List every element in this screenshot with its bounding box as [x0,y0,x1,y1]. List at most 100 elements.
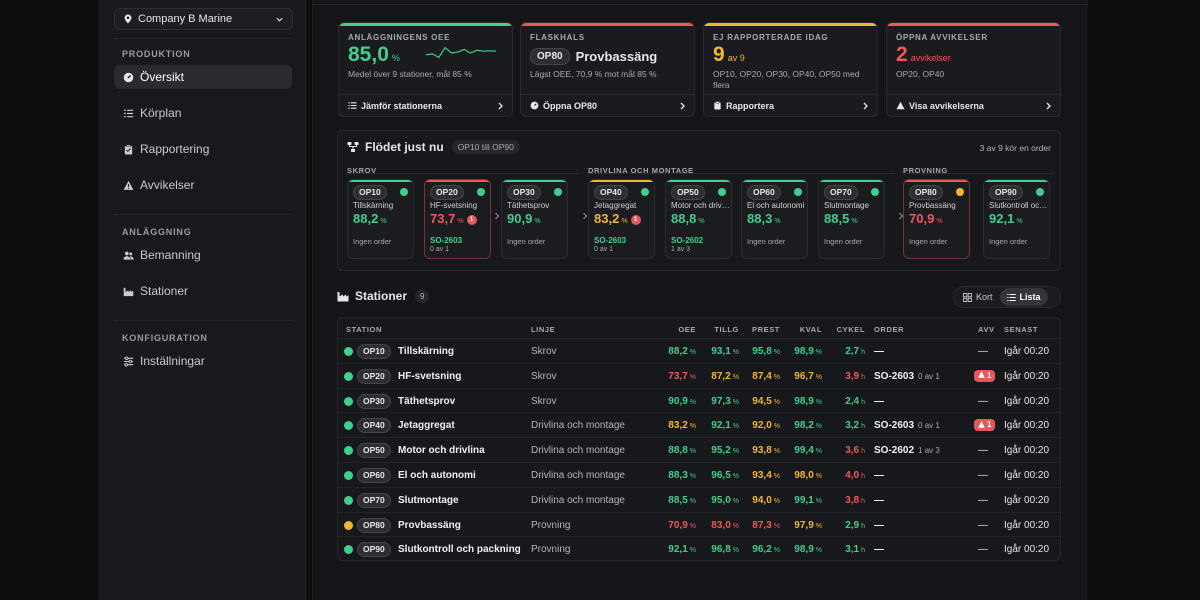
cell-prest: 95,8% [752,346,780,357]
flow-range-pill: OP10 till OP90 [451,140,520,154]
cell-prest: 96,2% [752,544,780,556]
deviation-badge[interactable]: 1 [974,369,996,382]
table-row[interactable]: OP30 Täthetsprov Skrov 90,9% 97,3% 94,5% 98,9%… [338,387,1060,413]
cell-oee: 88,5% [668,494,696,506]
table-row[interactable]: OP60 El och autonomi Drivlina och montage 8… [338,462,1060,487]
map-pin-icon [124,14,132,24]
cell-cykel: 4,0 h [845,470,865,481]
flow-station-op50[interactable]: OP50 Motor och drivlina 88,8% SO-2602 1 av 3 [665,179,732,259]
cell-tillg: 97,3% [711,395,739,407]
kpi-value: 85,0% [348,43,400,66]
cell-last-reported: Igår 00:20 [1004,420,1050,432]
status-dot [794,188,802,196]
sidebar-divider [114,214,292,215]
kpi-subtitle: Medel över 9 stationer, mål 85 % [348,69,472,79]
station-code-pill: OP60 [357,468,391,483]
stations-title-text: Stationer [355,289,408,303]
col-header-tillg[interactable]: TILLG [714,325,739,334]
warning-icon [978,421,985,428]
sidebar-item-bemanning[interactable]: Bemanning [114,243,292,267]
col-header-oee[interactable]: OEE [678,325,696,334]
station-code-pill: OP80 [357,517,391,533]
station-order-status: Ingen order [747,237,786,246]
status-dot [344,421,353,431]
cell-tillg: 93,1% [711,346,739,357]
flow-station-op40[interactable]: OP40 Jetaggregat 83,2% 1 SO-2603 0 av 1 [588,179,655,259]
col-header-senast[interactable]: SENAST [1004,325,1039,334]
station-status-bar [502,180,567,182]
station-code-pill: OP40 [357,418,391,434]
open-op80-link[interactable]: Öppna OP80 [521,94,694,116]
cell-cykel: 3,8 h [845,494,865,506]
cell-order: — [874,395,884,407]
cell-prest: 93,4% [752,470,780,481]
table-row[interactable]: OP80 Provbassäng Provning 70,9% 83,0% 87,3% 97… [338,511,1060,537]
col-header-station[interactable]: STATION [346,325,383,334]
cell-kval: 98,0% [794,470,822,481]
report-link[interactable]: Rapportera [704,94,877,116]
col-header-order[interactable]: ORDER [874,325,905,334]
station-oee: 92,1% [989,211,1023,226]
station-order-status: Ingen order [353,237,392,246]
sidebar-item-stationer[interactable]: Stationer [114,279,292,303]
flow-title: Flödet just nu OP10 till OP90 [347,140,520,154]
cell-kval: 97,9% [794,519,822,531]
sidebar-item-korplan[interactable]: Körplan [114,101,292,125]
table-row[interactable]: OP90 Slutkontroll och packning Provning 92,… [338,536,1060,560]
flow-station-op30[interactable]: OP30 Täthetsprov 90,9% Ingen order [501,179,568,259]
flow-station-op70[interactable]: OP70 Slutmontage 88,5% Ingen order [818,179,885,259]
col-header-kval[interactable]: KVAL [799,325,822,334]
group-label-provning: PROVNING [903,166,948,175]
status-dot [400,188,408,196]
table-row[interactable]: OP40 Jetaggregat Drivlina och montage 83,2%… [338,412,1060,437]
table-row[interactable]: OP20 HF-svetsning Skrov 73,7% 87,2% 87,4% 96,7… [338,362,1060,388]
cell-kval: 99,4% [794,445,822,457]
cell-avv: — [978,494,988,506]
cell-last-reported: Igår 00:20 [1004,470,1050,481]
flow-station-op60[interactable]: OP60 El och autonomi 88,3% Ingen order [741,179,808,259]
sidebar-item-label: Stationer [140,284,189,298]
cell-tillg: 96,8% [711,544,739,556]
group-divider [588,173,895,174]
station-order-status: Ingen order [507,237,546,246]
sidebar-item-avvikelser[interactable]: Avvikelser [114,173,292,197]
station-order-status: Ingen order [824,237,863,246]
sidebar-item-oversikt[interactable]: Översikt [114,65,292,89]
table-row[interactable]: OP50 Motor och drivlina Drivlina och monta… [338,437,1060,462]
main-content: ANLÄGGNINGENS OEE 85,0% Medel över 9 sta… [312,0,1088,600]
col-header-avv[interactable]: AVV [978,325,995,334]
cell-kval: 99,1% [794,494,822,506]
stations-count-badge: 9 [415,289,430,303]
flow-station-op80[interactable]: OP80 Provbassäng 70,9% Ingen order [903,179,970,259]
col-header-cykel[interactable]: CYKEL [836,325,865,334]
sidebar-item-label: Körplan [140,106,182,120]
station-line: Provning [531,544,571,556]
company-selector[interactable]: Company B Marine [114,8,293,30]
compare-stations-link[interactable]: Jämför stationerna [339,94,512,116]
users-icon [122,251,134,260]
station-oee: 73,7% 1 [430,211,477,226]
sidebar-item-installningar[interactable]: Inställningar [114,349,292,373]
station-name: El och autonomi [747,201,805,210]
sidebar-item-rapportering[interactable]: Rapportering [114,137,292,161]
station-code-pill: OP20 [430,185,464,200]
flow-station-op20[interactable]: OP20 HF-svetsning 73,7% 1 SO-2603 0 av 1 [424,179,491,259]
deviation-badge[interactable]: 1 [974,419,996,432]
cell-last-reported: Igår 00:20 [1004,395,1050,407]
station-code-pill: OP40 [594,185,628,200]
table-row[interactable]: OP10 Tillskärning Skrov 88,2% 93,1% 95,8% 98,9… [338,338,1060,363]
cell-tillg: 95,0% [711,494,739,506]
table-row[interactable]: OP70 Slutmontage Drivlina och montage 88,5%… [338,486,1060,512]
station-name: HF-svetsning [398,370,462,382]
warning-icon [896,101,905,110]
cell-avv: — [978,519,988,531]
view-card-button[interactable]: Kort [956,288,1000,306]
show-deviations-link[interactable]: Visa avvikelserna [887,94,1060,116]
col-header-linje[interactable]: LINJE [531,325,556,334]
list-icon [348,102,357,109]
view-list-button[interactable]: Lista [999,288,1048,306]
flow-station-op10[interactable]: OP10 Tillskärning 88,2% Ingen order [347,179,414,259]
station-code-pill: OP60 [747,185,781,200]
col-header-prest[interactable]: PREST [751,325,780,334]
